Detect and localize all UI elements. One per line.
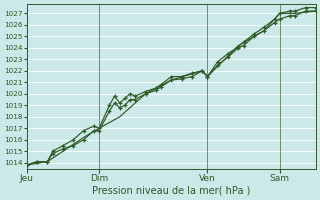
- X-axis label: Pression niveau de la mer( hPa ): Pression niveau de la mer( hPa ): [92, 186, 251, 196]
